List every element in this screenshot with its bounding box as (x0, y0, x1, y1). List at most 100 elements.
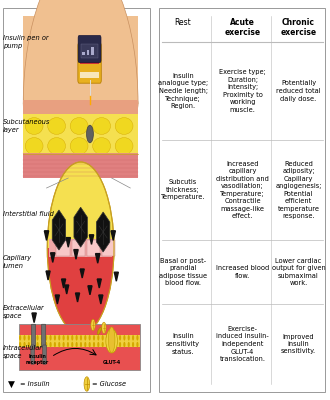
Circle shape (84, 377, 90, 391)
Circle shape (84, 335, 86, 340)
Ellipse shape (48, 138, 66, 154)
Text: Interstitial fluid: Interstitial fluid (3, 211, 54, 217)
Text: Intracellular
space: Intracellular space (3, 345, 43, 359)
Circle shape (102, 335, 104, 340)
Polygon shape (44, 231, 49, 240)
Circle shape (62, 335, 65, 340)
Polygon shape (46, 271, 50, 280)
FancyBboxPatch shape (41, 324, 46, 347)
Ellipse shape (25, 118, 43, 134)
Circle shape (106, 335, 108, 340)
Circle shape (97, 335, 99, 340)
Circle shape (80, 342, 82, 347)
Ellipse shape (23, 68, 138, 140)
Circle shape (36, 335, 39, 340)
Ellipse shape (70, 118, 88, 134)
Circle shape (132, 335, 134, 340)
Circle shape (123, 342, 125, 347)
Circle shape (76, 342, 78, 347)
Polygon shape (88, 286, 92, 295)
Text: Insulin
analogue type;
Needle length;
Technique;
Region.: Insulin analogue type; Needle length; Te… (158, 73, 208, 109)
Circle shape (86, 125, 93, 143)
Text: Increased blood
flow.: Increased blood flow. (216, 265, 269, 279)
FancyBboxPatch shape (86, 50, 89, 55)
Circle shape (23, 342, 26, 347)
FancyBboxPatch shape (23, 114, 138, 154)
Circle shape (47, 162, 114, 334)
Circle shape (76, 335, 78, 340)
Text: Improved
insulin
sensitivity.: Improved insulin sensitivity. (281, 334, 316, 354)
Circle shape (45, 335, 47, 340)
Circle shape (110, 342, 113, 347)
Circle shape (71, 335, 73, 340)
Circle shape (115, 335, 117, 340)
Polygon shape (66, 238, 70, 247)
Wedge shape (47, 248, 114, 334)
Ellipse shape (70, 138, 88, 154)
Text: Subcutis
thickness;
Temperature.: Subcutis thickness; Temperature. (161, 180, 205, 200)
Circle shape (91, 319, 95, 330)
Polygon shape (32, 313, 36, 322)
FancyBboxPatch shape (159, 8, 325, 392)
FancyBboxPatch shape (31, 324, 36, 347)
Circle shape (41, 342, 43, 347)
Circle shape (128, 342, 130, 347)
Circle shape (54, 342, 56, 347)
Circle shape (19, 335, 21, 340)
Circle shape (58, 335, 60, 340)
Polygon shape (96, 212, 110, 252)
Ellipse shape (106, 329, 117, 353)
FancyBboxPatch shape (23, 153, 138, 178)
FancyBboxPatch shape (23, 100, 138, 116)
FancyBboxPatch shape (102, 240, 115, 256)
Circle shape (50, 335, 52, 340)
Circle shape (119, 342, 121, 347)
Text: Insulin
sensitivity
status.: Insulin sensitivity status. (166, 334, 200, 354)
Circle shape (110, 335, 113, 340)
Text: Exercise-
induced insulin-
independent
GLUT-4
translocation.: Exercise- induced insulin- independent G… (216, 326, 269, 362)
Circle shape (28, 342, 30, 347)
Polygon shape (76, 293, 80, 302)
Circle shape (62, 342, 65, 347)
Circle shape (67, 342, 69, 347)
Text: Acute
exercise: Acute exercise (224, 18, 261, 37)
Polygon shape (62, 279, 66, 288)
Wedge shape (23, 0, 138, 104)
Ellipse shape (109, 327, 115, 353)
Text: Basal or post-
prandial
adipose tissue
blood flow.: Basal or post- prandial adipose tissue b… (159, 258, 207, 286)
FancyBboxPatch shape (18, 335, 140, 347)
Ellipse shape (25, 138, 43, 154)
FancyBboxPatch shape (56, 240, 70, 256)
Polygon shape (74, 207, 87, 247)
Text: Insulin
receptor: Insulin receptor (26, 354, 49, 365)
Text: Exercise type;
Duration;
Intensity;
Proximity to
working
muscle.: Exercise type; Duration; Intensity; Prox… (219, 69, 266, 113)
Ellipse shape (93, 138, 111, 154)
Circle shape (93, 342, 95, 347)
Ellipse shape (115, 118, 133, 134)
Circle shape (106, 342, 108, 347)
FancyBboxPatch shape (31, 345, 35, 364)
Circle shape (32, 335, 34, 340)
Ellipse shape (93, 118, 111, 134)
Circle shape (58, 342, 60, 347)
Polygon shape (96, 254, 100, 263)
Text: Increased
capillary
distribution and
vasodilation;
Temperature;
Contractile
mass: Increased capillary distribution and vas… (216, 161, 269, 219)
Ellipse shape (97, 327, 101, 335)
Circle shape (132, 342, 134, 347)
Circle shape (128, 335, 130, 340)
Text: = Glucose: = Glucose (91, 381, 126, 387)
Text: GLUT-4: GLUT-4 (103, 360, 121, 365)
Polygon shape (52, 210, 66, 250)
FancyBboxPatch shape (43, 345, 47, 364)
Text: ▼: ▼ (8, 380, 15, 388)
Circle shape (67, 335, 69, 340)
Text: Capillary
lumen: Capillary lumen (3, 255, 32, 269)
FancyBboxPatch shape (81, 44, 98, 58)
Circle shape (32, 342, 34, 347)
FancyBboxPatch shape (18, 324, 140, 370)
Circle shape (93, 335, 95, 340)
Text: Subcutaneous
layer: Subcutaneous layer (3, 119, 50, 133)
Circle shape (136, 342, 139, 347)
Circle shape (23, 335, 26, 340)
FancyBboxPatch shape (80, 60, 99, 64)
